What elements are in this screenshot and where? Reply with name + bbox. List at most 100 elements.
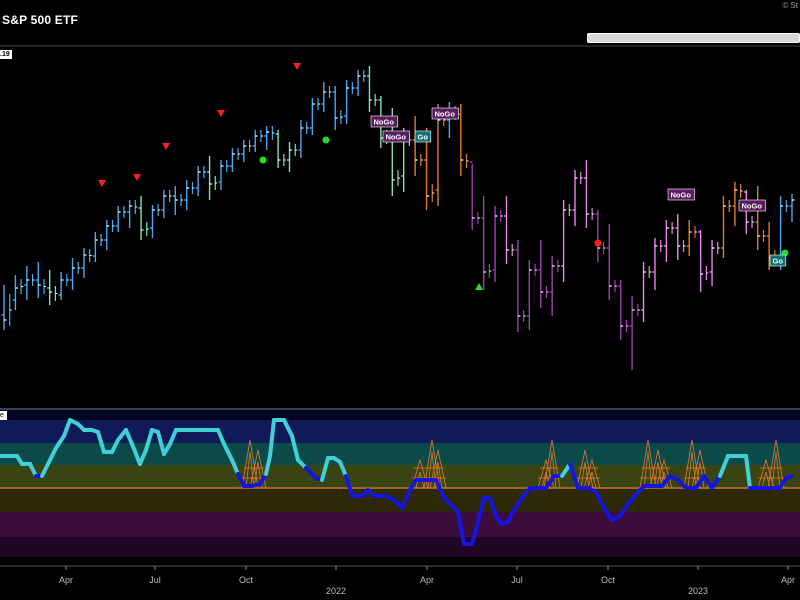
oscillator-segment: [268, 418, 276, 458]
oscillator-segment: [506, 508, 516, 524]
oscillator-spike: [576, 449, 594, 489]
oscillator-segment: [470, 520, 480, 546]
price-bar: [264, 126, 275, 150]
oscillator-segment: [54, 434, 66, 450]
price-bar: [663, 220, 675, 262]
oscillator-segment: [264, 454, 272, 476]
price-bar: [138, 196, 149, 240]
oscillator-segment: [320, 456, 330, 482]
gonogo-tag-bg: [370, 115, 398, 128]
oscillator-band: [0, 512, 800, 537]
oscillator-spike: [543, 439, 561, 489]
price-bar: [115, 206, 126, 232]
x-axis-tick-label: Apr: [59, 575, 73, 585]
gonogo-tag-bg: [667, 188, 695, 201]
oscillator-label: e: [0, 411, 7, 420]
oscillator-segment: [124, 428, 134, 446]
gonogo-tag-label: NoGo: [386, 133, 407, 142]
price-bar: [743, 190, 755, 234]
price-bar: [515, 240, 526, 332]
price-bar: [344, 80, 355, 124]
oscillator-segment: [230, 458, 240, 476]
oscillator-segment: [144, 428, 154, 452]
oscillator-segment: [718, 454, 730, 478]
price-bar: [606, 224, 617, 300]
price-bar: [789, 194, 795, 222]
red-down-triangle: [162, 143, 170, 150]
oscillator-segment: [618, 502, 630, 518]
price-bar: [446, 102, 458, 138]
gonogo-tag-label: NoGo: [742, 202, 763, 211]
price-bar: [686, 220, 697, 256]
price-bar: [161, 190, 172, 218]
x-axis-tick-label: Oct: [239, 575, 254, 585]
oscillator-spike: [249, 449, 267, 489]
gonogo-tag-bg: [431, 107, 459, 120]
red-down-triangle: [293, 63, 301, 70]
price-bar: [652, 238, 663, 290]
price-bar: [229, 148, 241, 172]
price-bar: [275, 130, 286, 168]
green-up-triangle: [475, 283, 483, 290]
red-signal-dot: [594, 239, 602, 247]
price-bar: [35, 262, 46, 298]
price-bar: [732, 182, 743, 226]
oscillator-segment: [626, 492, 638, 506]
oscillator-spike: [683, 439, 701, 489]
gonogo-tag-label: NoGo: [671, 191, 692, 200]
price-bar: [641, 262, 652, 322]
price-bar: [355, 70, 366, 96]
price-bar: [47, 270, 58, 305]
price-bar: [538, 240, 549, 308]
price-bar: [184, 180, 195, 210]
oscillator-segment: [784, 474, 794, 480]
price-bar: [618, 280, 629, 340]
price-bar: [492, 206, 503, 282]
price-bar: [241, 140, 252, 162]
price-bar: [720, 196, 732, 258]
price-bar: [526, 260, 538, 330]
oscillator-segment: [544, 474, 556, 490]
oscillator-segment: [434, 478, 446, 500]
price-badge: .19: [0, 50, 12, 59]
oscillator-segment: [282, 418, 294, 438]
gonogo-tag-label: Go: [773, 257, 784, 266]
oscillator-spike: [639, 439, 657, 489]
price-bar: [698, 230, 709, 292]
oscillator-segment: [138, 448, 148, 466]
oscillator-spike: [655, 458, 673, 489]
oscillator-segment: [400, 488, 412, 510]
oscillator-spike: [241, 439, 259, 489]
price-bar: [572, 170, 583, 226]
price-bar: [309, 98, 321, 135]
x-axis-tick-label: Oct: [601, 575, 616, 585]
oscillator-spike: [537, 458, 555, 489]
oscillator-spike: [691, 449, 709, 489]
price-bar: [412, 116, 423, 176]
oscillator-segment: [568, 462, 580, 490]
x-axis-tick-label: Jul: [149, 575, 161, 585]
gonogo-tag-label: Go: [418, 133, 429, 142]
price-bar: [127, 200, 138, 228]
gonogo-tag: NoGo: [382, 130, 410, 143]
price-bar: [561, 200, 572, 282]
oscillator-segment: [476, 496, 486, 524]
price-bar: [503, 196, 515, 264]
red-down-triangle: [217, 110, 225, 117]
oscillator-segment: [156, 430, 166, 456]
price-bar: [24, 266, 35, 300]
price-bar: [332, 86, 343, 130]
oscillator-spike: [411, 458, 429, 489]
price-bar: [1, 285, 12, 330]
price-bar: [58, 272, 69, 300]
price-bar: [195, 166, 206, 196]
price-bar: [70, 258, 81, 290]
oscillator-segment: [168, 428, 178, 446]
oscillator-segment: [702, 474, 714, 490]
oscillator-segment: [710, 474, 722, 490]
price-bar: [172, 186, 184, 215]
oscillator-segment: [660, 474, 672, 488]
gonogo-tag-bg: [382, 130, 410, 143]
oscillator-band: [0, 420, 800, 443]
price-bar: [629, 296, 640, 370]
